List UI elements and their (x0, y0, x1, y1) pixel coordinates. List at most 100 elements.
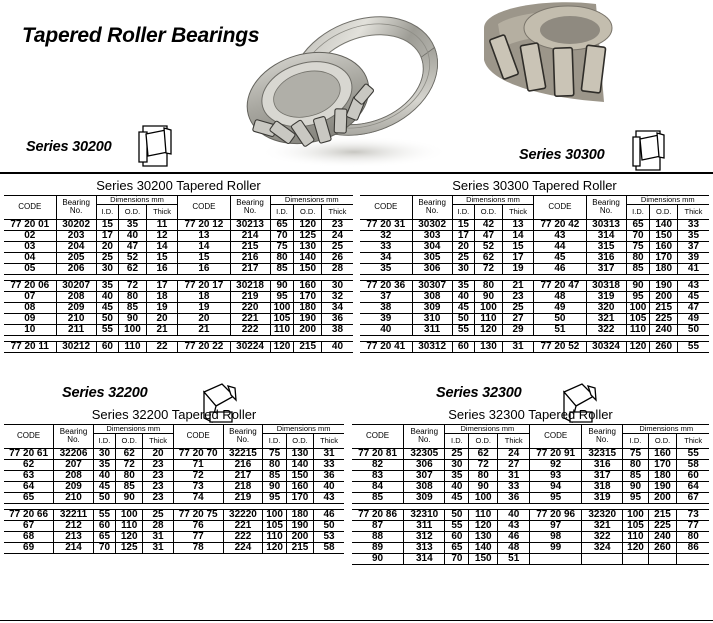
cell-thick: 40 (320, 340, 353, 353)
cell-bearing-no: 208 (55, 290, 97, 303)
cell-thick: 21 (501, 279, 535, 292)
cell-bearing-no: 30218 (229, 279, 271, 292)
table-row: 87 311 55 120 43 97 321 105 225 77 (352, 519, 709, 532)
cell-code: 40 (360, 323, 413, 336)
cell-id: 35 (95, 279, 120, 292)
cell-bearing-no: 210 (55, 312, 97, 325)
cell-bearing-no: 219 (222, 491, 264, 504)
cell-id: 85 (262, 469, 287, 482)
cell-od: 180 (285, 508, 315, 521)
col-code: CODE (172, 424, 224, 449)
cell-bearing-no: 322 (581, 530, 624, 543)
cell-id: 17 (95, 229, 120, 242)
cell-code: 49 (533, 301, 587, 314)
col-od: O.D. (293, 203, 322, 220)
cell-code: 09 (4, 312, 57, 325)
tapered-roller-bearing-closeup-photo (482, 2, 622, 112)
table-row: 07 208 40 80 18 18 219 95 170 32 (4, 290, 353, 303)
col-bearing-no: Bearing No. (222, 424, 264, 449)
cell-bearing-no: 205 (55, 251, 97, 264)
cell-od: 125 (293, 229, 322, 242)
cell-bearing-no: 311 (403, 519, 446, 532)
cell-od: 110 (118, 340, 147, 353)
cell-code: 87 (352, 519, 405, 532)
cell-id: 60 (92, 519, 117, 532)
cell-bearing-no: 216 (229, 251, 271, 264)
cell-code: 92 (529, 458, 583, 471)
table-row: 77 20 66 32211 55 100 25 77 20 75 32220 100 180 4… (4, 508, 344, 521)
cell-bearing-no: 218 (222, 480, 264, 493)
cell-id: 95 (625, 290, 651, 303)
cell-thick: 53 (313, 530, 344, 543)
cell-thick: 24 (320, 229, 353, 242)
cell-thick: 18 (145, 290, 179, 303)
cell-code: 77 (172, 530, 224, 543)
table-row: 02 203 17 40 12 13 214 70 125 24 (4, 229, 353, 242)
table-series-30300: Series 30300 Tapered Roller CODE Bearing… (360, 176, 709, 353)
table-row: 33 304 20 52 15 44 315 75 160 37 (360, 240, 709, 253)
cell-code: 77 20 12 (177, 218, 231, 231)
cell-code: 74 (172, 491, 224, 504)
cell-code: 38 (360, 301, 413, 314)
table-row: 62 207 35 72 23 71 216 80 140 33 (4, 458, 344, 471)
cell-thick: 15 (501, 240, 535, 253)
cell-od: 80 (115, 469, 144, 482)
cell-code: 19 (177, 301, 231, 314)
cell-thick: 58 (676, 458, 709, 471)
cell-od: 130 (468, 530, 499, 543)
table-title: Series 32300 Tapered Roller (352, 405, 709, 425)
cell-id: 65 (92, 530, 117, 543)
cell-od: 190 (647, 480, 678, 493)
cell-code: 03 (4, 240, 57, 253)
cell-code: 77 20 42 (533, 218, 587, 231)
col-id: I.D. (452, 203, 476, 220)
cell-bearing-no: 308 (403, 480, 446, 493)
cell-bearing-no: 324 (581, 541, 624, 554)
cell-thick: 25 (501, 301, 535, 314)
cell-id: 85 (269, 262, 295, 275)
table-body: 77 20 81 32305 25 62 24 77 20 91 32315 75 160 55 8… (352, 447, 709, 565)
cell-bearing-no: 30318 (585, 279, 627, 292)
col-thick: Thick (676, 203, 709, 220)
cell-thick: 33 (676, 218, 709, 231)
col-od: O.D. (285, 432, 315, 449)
col-code: CODE (4, 195, 57, 220)
cell-od: 200 (649, 290, 678, 303)
cell-bearing-no: 217 (222, 469, 264, 482)
col-code: CODE (177, 195, 231, 220)
cell-bearing-no: 30207 (55, 279, 97, 292)
cell-od: 160 (649, 240, 678, 253)
col-thick: Thick (501, 203, 535, 220)
table-row: 89 313 65 140 48 99 324 120 260 86 (352, 541, 709, 554)
cell-code: 71 (172, 458, 224, 471)
cell-code: 39 (360, 312, 413, 325)
cell-od: 180 (647, 469, 678, 482)
cell-od: 190 (285, 519, 315, 532)
cell-od: 52 (118, 251, 147, 264)
table-title: Series 30200 Tapered Roller (4, 176, 353, 196)
cell-thick: 16 (145, 262, 179, 275)
cell-bearing-no: 30302 (411, 218, 453, 231)
cell-thick: 25 (320, 240, 353, 253)
cell-code: 98 (529, 530, 583, 543)
col-id: I.D. (262, 432, 287, 449)
cell-od: 215 (293, 340, 322, 353)
cell-code: 77 20 66 (4, 508, 55, 521)
cell-id: 105 (262, 519, 287, 532)
cell-od: 260 (649, 340, 678, 353)
cell-code: 88 (352, 530, 405, 543)
cell-thick: 31 (501, 340, 535, 353)
cell-bearing-no: 209 (55, 301, 97, 314)
cell-id: 45 (92, 480, 117, 493)
cell-code: 94 (529, 480, 583, 493)
cell-bearing-no: 209 (53, 480, 94, 493)
cell-code: 77 20 96 (529, 508, 583, 521)
col-code: CODE (352, 424, 405, 449)
cell-code: 05 (4, 262, 57, 275)
cell-code: 82 (352, 458, 405, 471)
cell-od: 150 (285, 469, 315, 482)
cell-code: 78 (172, 541, 224, 554)
cell-bearing-no: 305 (411, 251, 453, 264)
cell-code: 04 (4, 251, 57, 264)
cell-code: 64 (4, 480, 55, 493)
